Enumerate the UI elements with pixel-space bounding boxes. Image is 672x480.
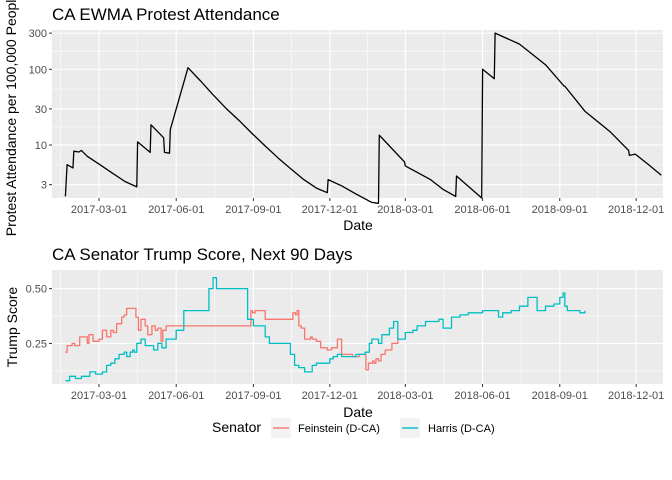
- series-lines-attendance: [64, 32, 662, 204]
- x-tick-label: 2017-12-01: [302, 390, 358, 402]
- legend: Senator Feinstein (D-CA) Harris (D-CA): [212, 418, 495, 438]
- x-tick-label: 2017-12-01: [302, 204, 358, 216]
- x-axis-label-trump-score: Date: [343, 404, 373, 420]
- y-tick-label: 3: [41, 180, 47, 192]
- y-tick-label: 100: [29, 64, 47, 76]
- x-tick-label: 2017-06-01: [148, 390, 204, 402]
- x-axis-label-attendance: Date: [343, 217, 373, 233]
- x-tick-label: 2018-09-01: [532, 204, 588, 216]
- y-axis-label-attendance: Protest Attendance per 100,000 People: [3, 0, 19, 236]
- x-tick-labels-trump-score: 2017-03-01 2017-06-01 2017-09-01 2017-12-01…: [71, 384, 664, 402]
- series-lines-trump-score: [65, 277, 586, 382]
- y-axis-label-trump-score: Trump Score: [4, 287, 20, 368]
- x-tick-label: 2018-09-01: [532, 390, 588, 402]
- legend-label-feinstein: Feinstein (D-CA): [298, 423, 380, 435]
- legend-label-harris: Harris (D-CA): [428, 423, 495, 435]
- x-tick-label: 2018-12-01: [608, 390, 664, 402]
- x-tick-label: 2017-09-01: [225, 390, 281, 402]
- x-tick-label: 2017-03-01: [71, 390, 127, 402]
- y-tick-labels-trump-score: 0.25 0.50: [26, 284, 52, 350]
- gridlines-trump-score: [52, 270, 663, 384]
- legend-title: Senator: [212, 419, 261, 435]
- panel-background-trump-score: [52, 270, 663, 384]
- chart-title-attendance: CA EWMA Protest Attendance: [52, 5, 280, 24]
- y-tick-label: 300: [29, 28, 47, 40]
- x-tick-label: 2017-06-01: [148, 204, 204, 216]
- y-tick-label: 0.25: [26, 338, 47, 350]
- y-tick-label: 30: [35, 104, 47, 116]
- x-tick-label: 2018-06-01: [454, 390, 510, 402]
- x-tick-labels-attendance: 2017-03-01 2017-06-01 2017-09-01 2017-12-01…: [71, 198, 664, 216]
- x-tick-label: 2018-03-01: [377, 204, 433, 216]
- y-tick-label: 10: [35, 140, 47, 152]
- panel-background-attendance: [52, 30, 663, 198]
- gridlines-attendance: [52, 30, 663, 198]
- series-line-attendance: [64, 32, 662, 204]
- x-tick-label: 2018-06-01: [454, 204, 510, 216]
- y-tick-labels-attendance: 3 10 30 100 300: [29, 28, 52, 192]
- y-tick-label: 0.50: [26, 284, 47, 296]
- x-tick-label: 2018-12-01: [608, 204, 664, 216]
- x-tick-label: 2017-09-01: [225, 204, 281, 216]
- chart-attendance: CA EWMA Protest Attendance 3 10 30 100 300 2…: [3, 0, 664, 236]
- chart-title-trump-score: CA Senator Trump Score, Next 90 Days: [52, 245, 352, 264]
- x-tick-label: 2018-03-01: [377, 390, 433, 402]
- chart-trump-score: CA Senator Trump Score, Next 90 Days 0.2…: [4, 245, 664, 420]
- x-tick-label: 2017-03-01: [71, 204, 127, 216]
- series-line-harris: [65, 277, 586, 382]
